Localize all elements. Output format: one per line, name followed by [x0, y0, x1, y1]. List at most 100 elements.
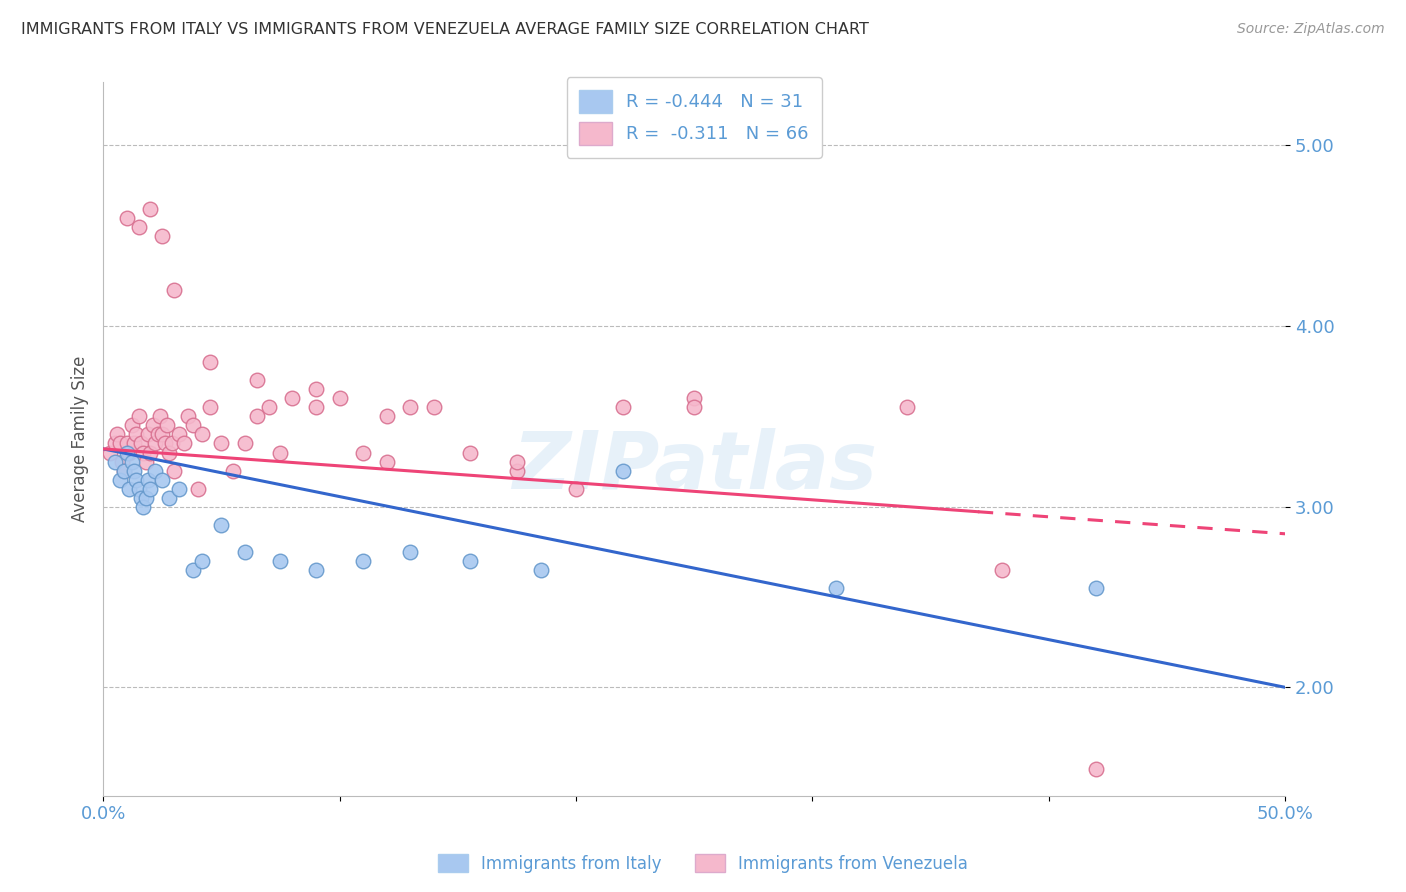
Point [191, 427, 214, 442]
Point [825, 581, 848, 595]
Point [146, 427, 169, 442]
Point [115, 211, 138, 225]
Point [128, 219, 150, 234]
Point [233, 545, 256, 559]
Point [612, 464, 634, 478]
Point [209, 436, 232, 450]
Point [246, 409, 269, 424]
Point [177, 409, 200, 424]
Point [198, 401, 221, 415]
Point [896, 401, 918, 415]
Point [187, 482, 209, 496]
Legend: Immigrants from Italy, Immigrants from Venezuela: Immigrants from Italy, Immigrants from V… [432, 847, 974, 880]
Point [683, 401, 706, 415]
Point [143, 464, 166, 478]
Point [181, 418, 204, 433]
Point [115, 436, 138, 450]
Point [423, 401, 446, 415]
Point [115, 445, 138, 459]
Point [157, 491, 180, 505]
Point [108, 436, 131, 450]
Point [167, 427, 190, 442]
Point [129, 491, 152, 505]
Point [191, 554, 214, 568]
Point [150, 427, 173, 442]
Point [160, 436, 183, 450]
Point [136, 427, 159, 442]
Text: ZIPatlas: ZIPatlas [512, 428, 877, 507]
Point [108, 473, 131, 487]
Point [143, 436, 166, 450]
Point [529, 563, 551, 577]
Point [118, 445, 141, 459]
Point [150, 473, 173, 487]
Point [209, 517, 232, 532]
Point [139, 445, 162, 459]
Point [399, 401, 422, 415]
Point [352, 445, 374, 459]
Text: IMMIGRANTS FROM ITALY VS IMMIGRANTS FROM VENEZUELA AVERAGE FAMILY SIZE CORRELATI: IMMIGRANTS FROM ITALY VS IMMIGRANTS FROM… [21, 22, 869, 37]
Point [125, 427, 148, 442]
Text: Source: ZipAtlas.com: Source: ZipAtlas.com [1237, 22, 1385, 37]
Point [104, 454, 127, 468]
Point [129, 436, 152, 450]
Point [458, 554, 481, 568]
Point [375, 409, 398, 424]
Point [1085, 581, 1108, 595]
Point [121, 454, 143, 468]
Point [132, 500, 155, 514]
Point [149, 409, 172, 424]
Point [139, 202, 162, 216]
Point [135, 491, 157, 505]
Y-axis label: Average Family Size: Average Family Size [72, 356, 89, 522]
Point [683, 392, 706, 406]
Legend: R = -0.444   N = 31, R =  -0.311   N = 66: R = -0.444 N = 31, R = -0.311 N = 66 [567, 77, 821, 158]
Point [121, 418, 143, 433]
Point [122, 464, 145, 478]
Point [233, 436, 256, 450]
Point [329, 392, 352, 406]
Point [990, 563, 1012, 577]
Point [98, 445, 121, 459]
Point [1085, 762, 1108, 776]
Point [132, 445, 155, 459]
Point [128, 482, 150, 496]
Point [105, 427, 128, 442]
Point [163, 283, 186, 297]
Point [198, 355, 221, 369]
Point [163, 464, 186, 478]
Point [246, 373, 269, 387]
Point [118, 482, 141, 496]
Point [305, 401, 328, 415]
Point [122, 436, 145, 450]
Point [142, 418, 165, 433]
Point [269, 554, 291, 568]
Point [257, 401, 280, 415]
Point [104, 436, 127, 450]
Point [352, 554, 374, 568]
Point [181, 563, 204, 577]
Point [173, 436, 195, 450]
Point [157, 445, 180, 459]
Point [136, 473, 159, 487]
Point [139, 482, 162, 496]
Point [111, 454, 134, 468]
Point [506, 464, 529, 478]
Point [156, 418, 179, 433]
Point [112, 464, 135, 478]
Point [305, 382, 328, 396]
Point [281, 392, 304, 406]
Point [222, 464, 245, 478]
Point [269, 445, 291, 459]
Point [150, 228, 173, 243]
Point [128, 409, 150, 424]
Point [112, 464, 135, 478]
Point [153, 436, 176, 450]
Point [305, 563, 328, 577]
Point [565, 482, 588, 496]
Point [125, 473, 148, 487]
Point [506, 454, 529, 468]
Point [167, 482, 190, 496]
Point [135, 454, 157, 468]
Point [458, 445, 481, 459]
